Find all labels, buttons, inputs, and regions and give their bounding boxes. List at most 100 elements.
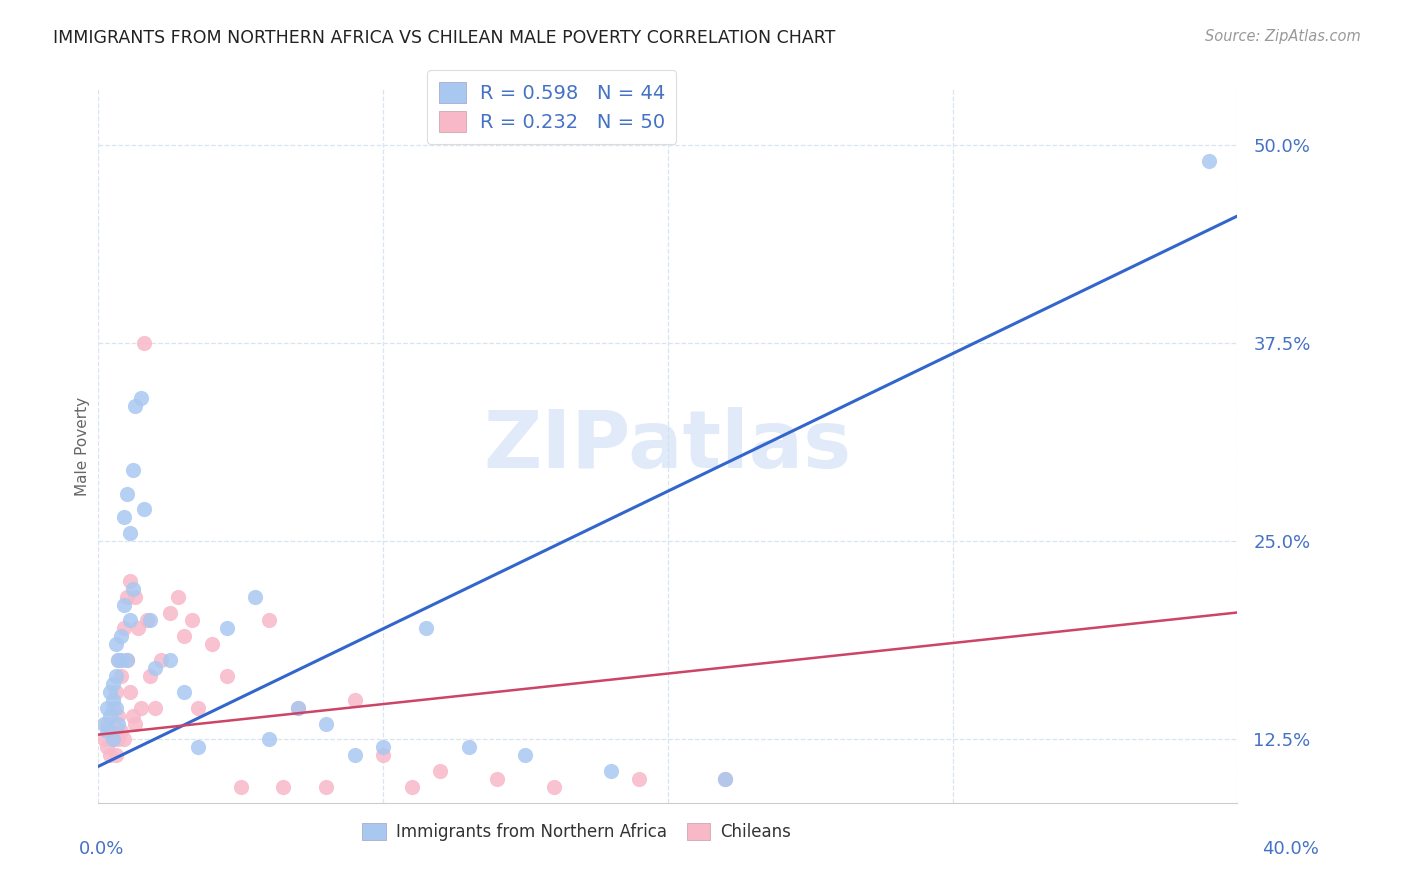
Point (628, 772, 651, 786)
Point (118, 614, 141, 628)
Point (101, 700, 124, 714)
Point (110, 724, 132, 739)
Text: Source: ZipAtlas.com: Source: ZipAtlas.com (1205, 29, 1361, 44)
Point (401, 780, 423, 794)
Point (373, 740, 395, 755)
Point (96, 716, 118, 731)
Point (201, 637, 224, 651)
Text: ZIPatlas: ZIPatlas (484, 407, 852, 485)
Point (121, 708, 143, 723)
Point (121, 463, 143, 477)
Point (543, 780, 565, 794)
Text: 0.0%: 0.0% (79, 840, 124, 858)
Point (107, 653, 129, 667)
Point (112, 732, 135, 747)
Point (173, 629, 195, 643)
Point (273, 780, 295, 794)
Point (343, 692, 366, 706)
Point (129, 700, 152, 714)
Point (101, 692, 124, 706)
Text: IMMIGRANTS FROM NORTHERN AFRICA VS CHILEAN MALE POVERTY CORRELATION CHART: IMMIGRANTS FROM NORTHERN AFRICA VS CHILE… (53, 29, 835, 46)
Point (415, 621, 437, 635)
Point (115, 486, 138, 500)
Point (104, 637, 127, 651)
Point (96, 740, 118, 755)
Point (215, 669, 238, 683)
Point (173, 685, 195, 699)
Point (112, 621, 135, 635)
Point (287, 700, 309, 714)
Point (714, 772, 737, 786)
Y-axis label: Male Poverty: Male Poverty (75, 396, 90, 496)
Point (101, 732, 124, 747)
Point (112, 598, 135, 612)
Point (145, 700, 167, 714)
Point (429, 764, 451, 778)
Point (98, 724, 121, 739)
Point (115, 653, 138, 667)
Point (243, 590, 266, 604)
Point (96, 700, 118, 714)
Point (187, 700, 209, 714)
Point (107, 653, 129, 667)
Point (115, 590, 138, 604)
Point (315, 780, 337, 794)
Point (1198, 153, 1220, 168)
Point (96, 724, 118, 739)
Text: 40.0%: 40.0% (1263, 840, 1319, 858)
Point (124, 716, 146, 731)
Point (104, 685, 127, 699)
Point (145, 661, 167, 675)
Point (98, 708, 121, 723)
Point (104, 700, 127, 714)
Point (98, 685, 121, 699)
Point (110, 653, 132, 667)
Point (135, 614, 157, 628)
Point (229, 780, 252, 794)
Point (515, 748, 537, 763)
Point (150, 653, 173, 667)
Point (600, 764, 623, 778)
Point (138, 614, 160, 628)
Point (187, 740, 209, 755)
Point (107, 708, 129, 723)
Point (486, 772, 509, 786)
Point (343, 748, 366, 763)
Legend: Immigrants from Northern Africa, Chileans: Immigrants from Northern Africa, Chilean… (356, 816, 797, 848)
Point (159, 653, 181, 667)
Point (118, 526, 141, 541)
Point (259, 732, 281, 747)
Point (107, 716, 129, 731)
Point (101, 732, 124, 747)
Point (110, 669, 132, 683)
Point (181, 614, 204, 628)
Point (215, 621, 238, 635)
Point (107, 732, 129, 747)
Point (159, 606, 181, 620)
Point (457, 740, 479, 755)
Point (127, 621, 149, 635)
Point (373, 748, 395, 763)
Point (101, 677, 124, 691)
Point (93, 732, 115, 747)
Point (132, 502, 155, 516)
Point (132, 335, 155, 350)
Point (98, 748, 121, 763)
Point (167, 590, 190, 604)
Point (124, 590, 146, 604)
Point (259, 614, 281, 628)
Point (104, 669, 127, 683)
Point (138, 669, 160, 683)
Point (315, 716, 337, 731)
Point (104, 748, 127, 763)
Point (110, 629, 132, 643)
Point (287, 700, 309, 714)
Point (714, 772, 737, 786)
Point (121, 582, 143, 596)
Point (129, 392, 152, 406)
Point (118, 685, 141, 699)
Point (112, 510, 135, 524)
Point (115, 653, 138, 667)
Point (118, 574, 141, 588)
Point (93, 716, 115, 731)
